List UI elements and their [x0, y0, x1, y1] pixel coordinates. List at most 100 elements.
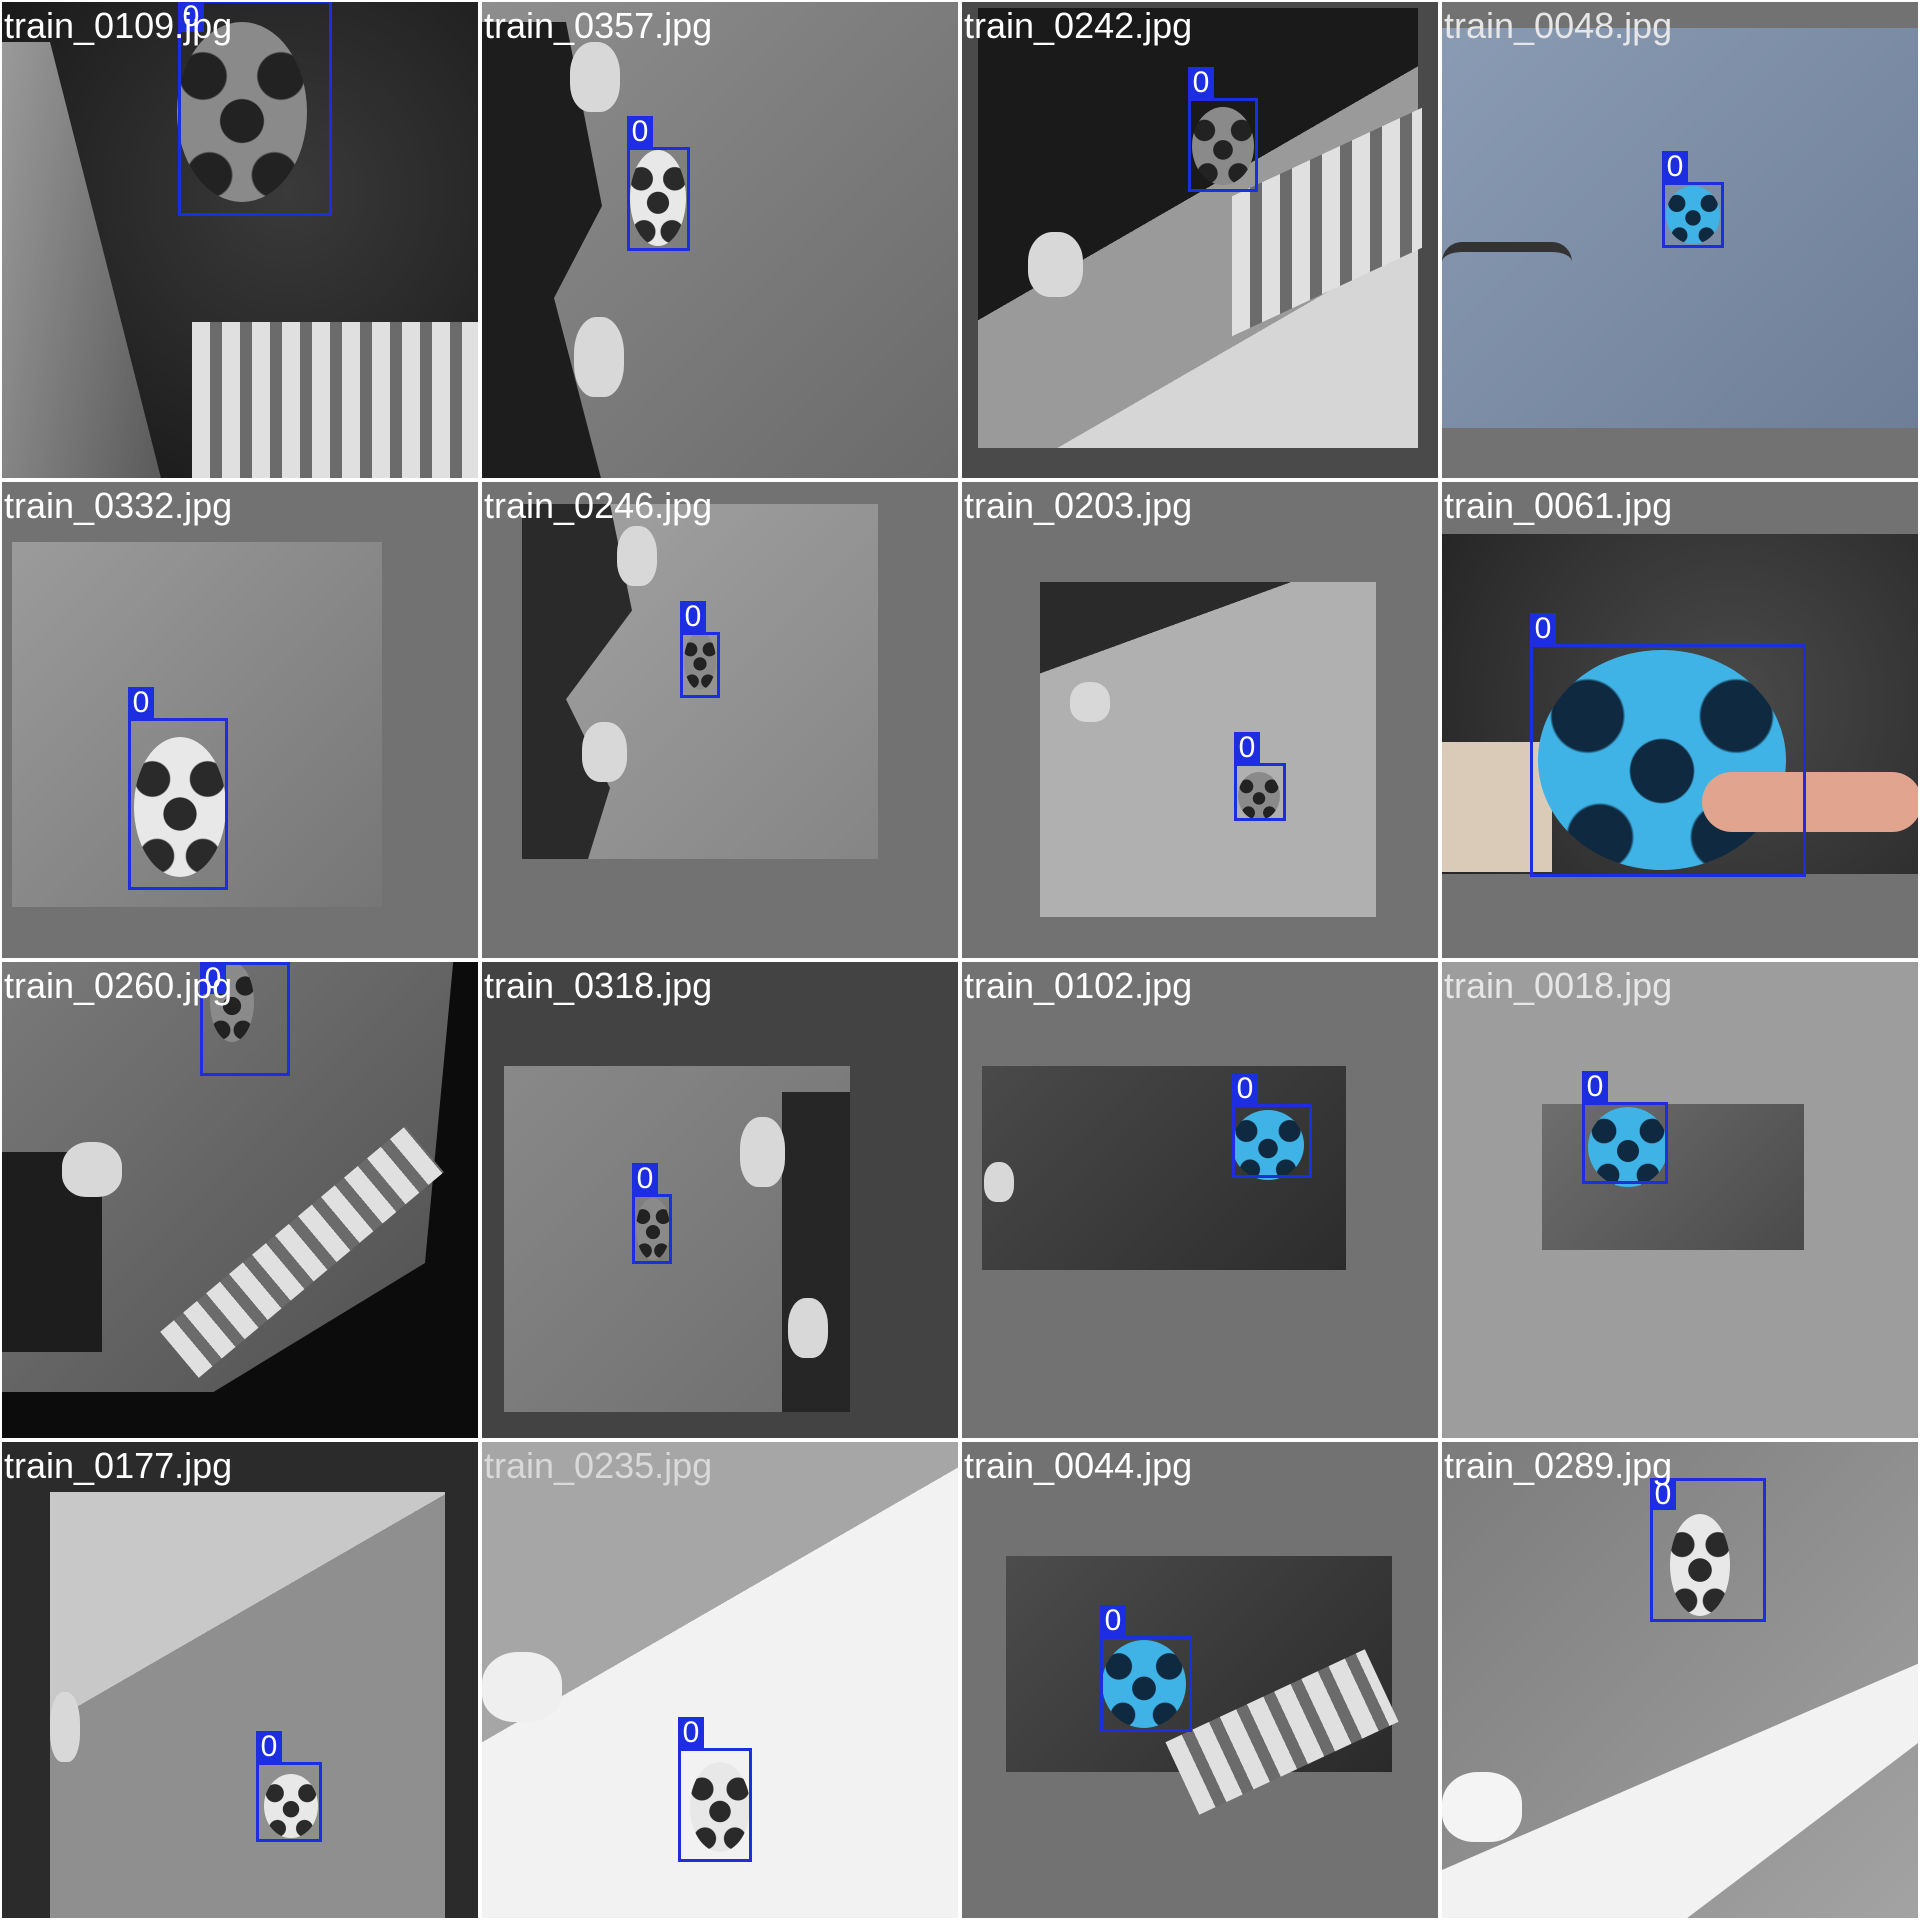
image-tile: 0 train_0109.jpg [0, 0, 480, 480]
ball [1588, 1107, 1668, 1187]
bounding-box: 0 [678, 1717, 752, 1862]
class-label: 0 [1662, 151, 1688, 182]
bounding-box: 0 [256, 1731, 322, 1842]
image-tile: 0 train_0203.jpg [960, 480, 1440, 960]
shoe [617, 526, 657, 586]
bounding-box: 0 [128, 687, 228, 890]
shoe [740, 1117, 785, 1187]
filename: train_0018.jpg [1444, 965, 1673, 1006]
shoe [1070, 682, 1110, 722]
filename: train_0357.jpg [484, 5, 713, 46]
class-label: 0 [632, 1163, 658, 1194]
filename: train_0318.jpg [484, 965, 713, 1006]
carpet [1542, 1104, 1804, 1250]
ball [264, 1774, 318, 1838]
shoe [574, 317, 624, 397]
image-tile: 0 train_0044.jpg [960, 1440, 1440, 1920]
floor-and-wall [50, 1492, 445, 1918]
filename: train_0102.jpg [964, 965, 1193, 1006]
class-label: 0 [680, 601, 706, 632]
person-leg [782, 1092, 850, 1412]
class-label: 0 [1650, 1479, 1676, 1510]
ball [134, 737, 226, 877]
class-label: 0 [678, 1717, 704, 1748]
filename: train_0260.jpg [4, 965, 233, 1006]
bounding-box: 0 [200, 962, 290, 1076]
ball [630, 150, 686, 246]
ball [210, 962, 254, 1042]
ball [1670, 1514, 1730, 1616]
carpet [1040, 582, 1376, 917]
finger [1702, 772, 1918, 832]
shoe [582, 722, 627, 782]
class-label: 0 [1530, 613, 1556, 644]
ball [1666, 186, 1720, 244]
filename: train_0235.jpg [484, 1445, 713, 1486]
class-label: 0 [627, 116, 653, 147]
radiator [192, 322, 478, 478]
image-tile: 0 train_0260.jpg [0, 960, 480, 1440]
image-tile: 0 train_0177.jpg [0, 1440, 480, 1920]
bounding-box: 0 [1100, 1605, 1192, 1732]
bounding-box: 0 [1650, 1478, 1766, 1622]
filename: train_0203.jpg [964, 485, 1193, 526]
filename: train_0177.jpg [4, 1445, 233, 1486]
class-label: 0 [1234, 732, 1260, 763]
bounding-box: 0 [680, 601, 720, 698]
image-tile: 0 train_0332.jpg [0, 480, 480, 960]
bounding-box: 0 [627, 116, 690, 251]
chair-leg [1442, 242, 1572, 342]
ball [684, 632, 716, 690]
shoe [62, 1142, 122, 1197]
filename: train_0044.jpg [964, 1445, 1193, 1486]
bounding-box: 0 [1188, 67, 1258, 192]
shoe [570, 42, 620, 112]
ball [177, 22, 307, 202]
bounding-box: 0 [1662, 151, 1724, 248]
class-label: 0 [1232, 1073, 1258, 1104]
bounding-box: 0 [1530, 613, 1806, 877]
image-tile: 0 train_0235.jpg [480, 1440, 960, 1920]
image-tile: 0 train_0357.jpg [480, 0, 960, 480]
class-label: 0 [200, 963, 226, 994]
image-tile: 0 train_0102.jpg [960, 960, 1440, 1440]
shoe [984, 1162, 1014, 1202]
ball [1102, 1640, 1186, 1728]
filename: train_0332.jpg [4, 485, 233, 526]
shoe [482, 1652, 562, 1722]
class-label: 0 [1582, 1071, 1608, 1102]
ball [1232, 1110, 1304, 1180]
ball [1192, 107, 1254, 185]
shoe [788, 1298, 828, 1358]
bounding-box: 0 [1232, 1073, 1312, 1178]
image-tile: 0 train_0318.jpg [480, 960, 960, 1440]
image-tile: 0 train_0048.jpg [1440, 0, 1920, 480]
image-tile: 0 train_0061.jpg [1440, 480, 1920, 960]
filename: train_0109.jpg [4, 5, 233, 46]
image-tile: 0 train_0242.jpg [960, 0, 1440, 480]
class-label: 0 [1100, 1605, 1126, 1636]
bounding-box: 0 [178, 2, 332, 216]
class-label: 0 [1188, 67, 1214, 98]
image-tile: 0 train_0018.jpg [1440, 960, 1920, 1440]
ball [636, 1198, 670, 1260]
bounding-box: 0 [632, 1163, 672, 1264]
ball [690, 1762, 750, 1852]
shoe [1028, 232, 1083, 297]
class-label: 0 [128, 687, 154, 718]
filename: train_0289.jpg [1444, 1445, 1673, 1486]
wall [1442, 742, 1552, 872]
class-label: 0 [178, 2, 204, 32]
filename: train_0061.jpg [1444, 485, 1673, 526]
ball [1538, 650, 1786, 870]
bounding-box: 0 [1234, 732, 1286, 821]
image-tile: 0 train_0246.jpg [480, 480, 960, 960]
class-label: 0 [256, 1731, 282, 1762]
filename: train_0048.jpg [1444, 5, 1673, 46]
filename: train_0246.jpg [484, 485, 713, 526]
bounding-box: 0 [1582, 1071, 1668, 1184]
shoe [50, 1692, 80, 1762]
ball [1238, 772, 1280, 820]
shoe [1442, 1772, 1522, 1842]
